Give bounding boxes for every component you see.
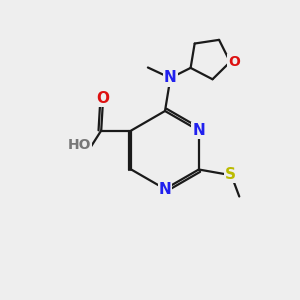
Text: N: N [192, 123, 205, 138]
Text: S: S [225, 167, 236, 182]
Text: N: N [164, 70, 177, 86]
Text: O: O [228, 55, 240, 69]
Text: H: H [71, 139, 83, 152]
Text: O: O [96, 91, 109, 106]
Text: HO: HO [68, 138, 92, 152]
Text: N: N [159, 182, 171, 196]
